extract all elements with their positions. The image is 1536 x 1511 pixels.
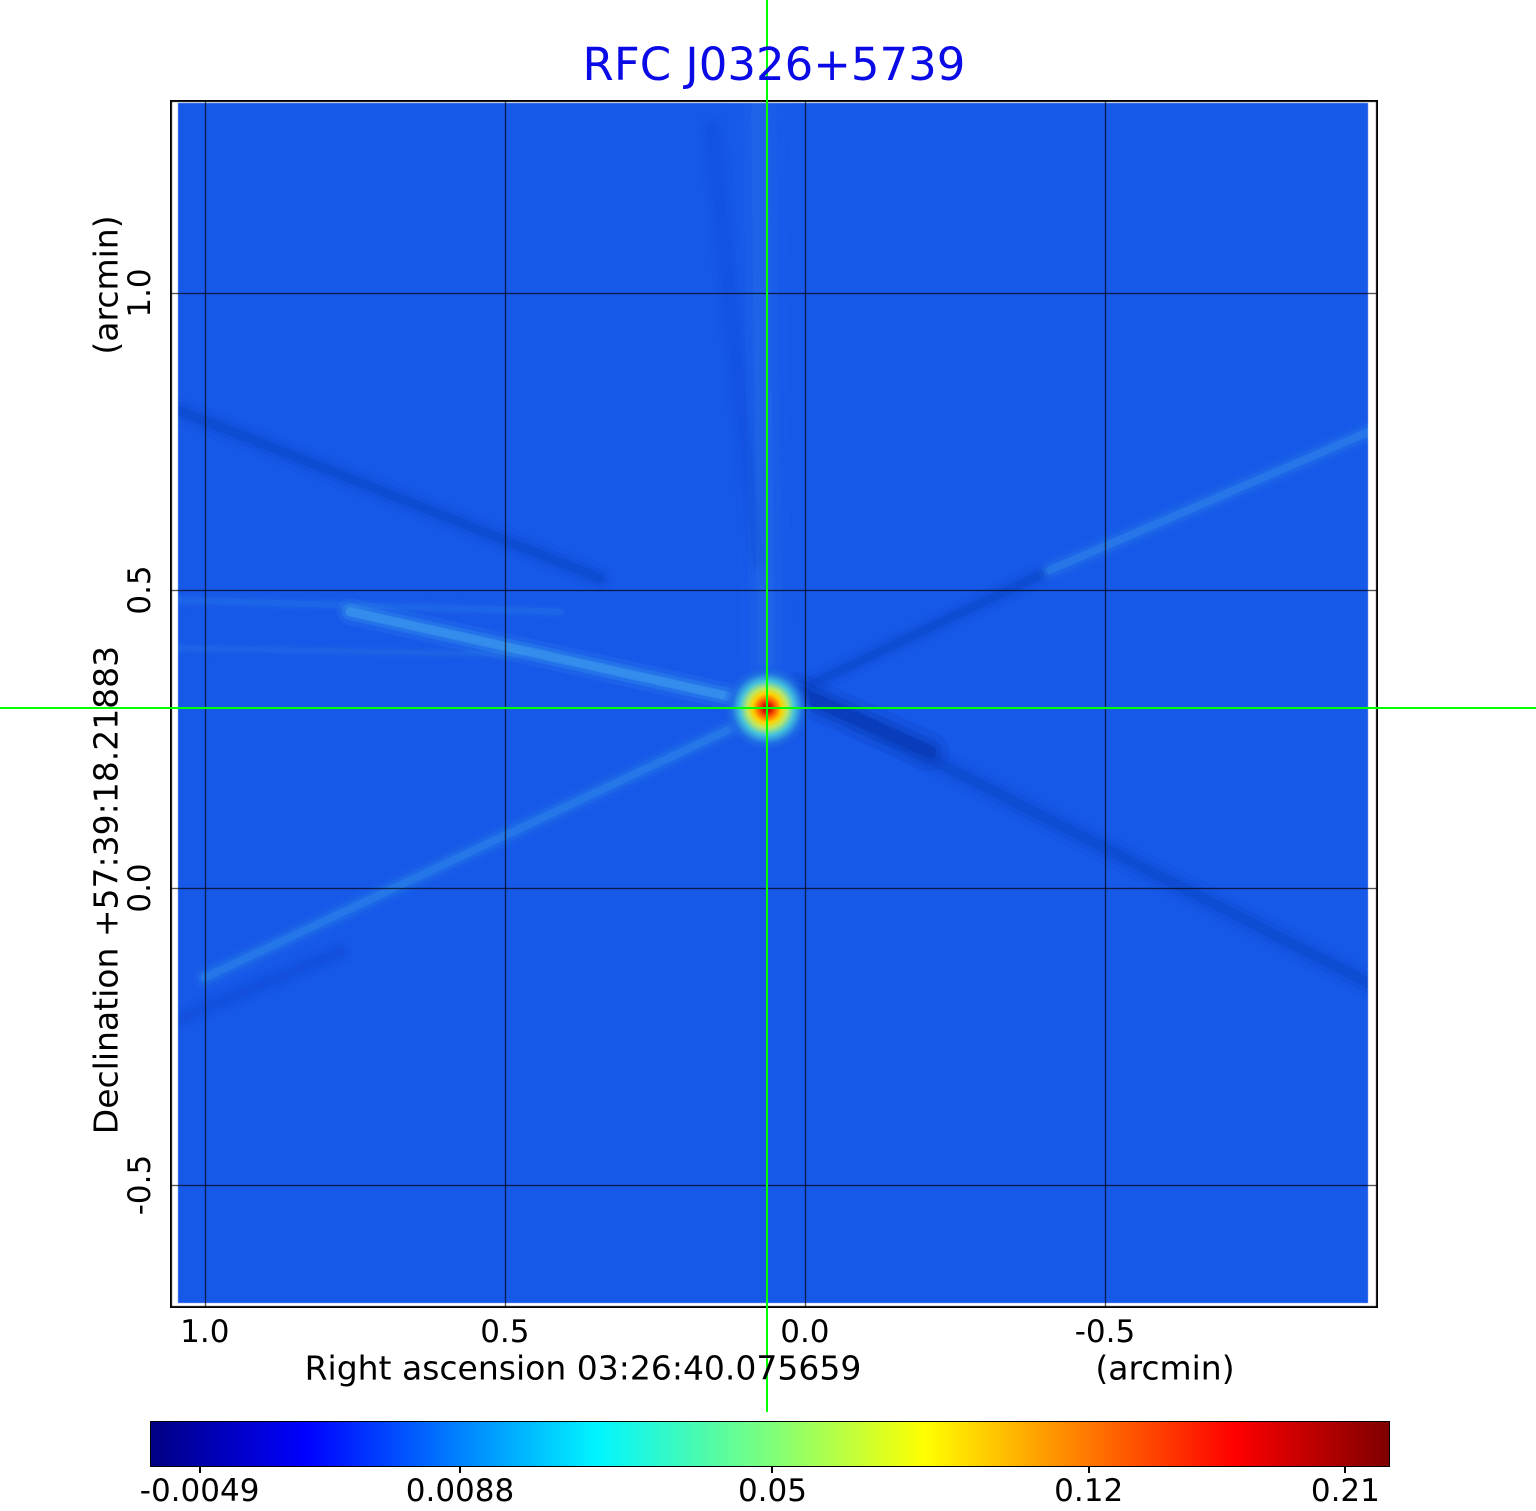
- y-tick-label: 1.0: [122, 268, 158, 318]
- colorbar-tick-label: -0.0049: [139, 1473, 260, 1509]
- colorbar-tick-mark: [198, 1467, 201, 1473]
- sky-map-canvas: [170, 100, 1378, 1308]
- colorbar-tick-label: 0.05: [737, 1473, 807, 1509]
- colorbar-tick-label: 0.12: [1054, 1473, 1124, 1509]
- colorbar-tick-label: 0.21: [1310, 1473, 1380, 1509]
- colorbar-tick-mark: [1087, 1467, 1090, 1473]
- y-axis-unit-label: (arcmin): [86, 215, 126, 355]
- y-tick-label: 0.0: [122, 863, 158, 913]
- y-axis-label: Declination +57:39:18.21883: [86, 645, 126, 1135]
- x-axis-label: Right ascension 03:26:40.075659: [304, 1348, 862, 1388]
- colorbar-tick-label: 0.0088: [405, 1473, 515, 1509]
- x-tick-label: 1.0: [180, 1314, 230, 1350]
- x-tick-label: -0.5: [1074, 1314, 1136, 1350]
- x-axis-unit-label: (arcmin): [1095, 1348, 1235, 1388]
- y-tick-label: 0.5: [122, 565, 158, 615]
- colorbar-tick-mark: [771, 1467, 774, 1473]
- crosshair-horizontal-line: [0, 707, 1536, 710]
- y-tick-label: -0.5: [122, 1155, 158, 1216]
- crosshair-vertical-line: [766, 0, 769, 1412]
- colorbar-gradient: [150, 1421, 1390, 1467]
- colorbar-tick-mark: [1344, 1467, 1347, 1473]
- colorbar-tick-mark: [459, 1467, 461, 1473]
- plot-title: RFC J0326+5739: [582, 38, 966, 91]
- x-tick-label: 0.0: [780, 1314, 830, 1350]
- x-tick-label: 0.5: [480, 1314, 530, 1350]
